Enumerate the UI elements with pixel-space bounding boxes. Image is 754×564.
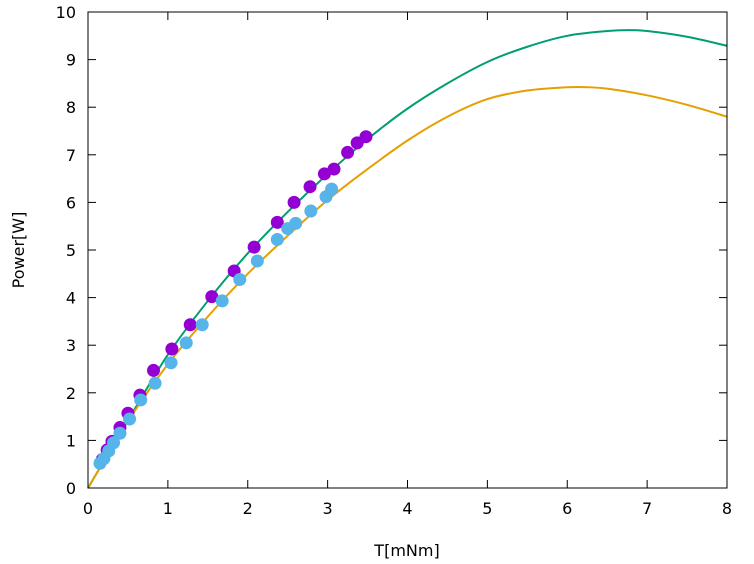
- data-point: [247, 240, 261, 254]
- data-point: [303, 180, 317, 194]
- y-tick-label: 9: [66, 51, 76, 70]
- x-tick-label: 2: [243, 499, 253, 518]
- data-point: [215, 294, 229, 308]
- plot-frame: [87, 11, 728, 489]
- y-tick-label: 0: [66, 479, 76, 498]
- data-point: [164, 356, 178, 370]
- y-tick-label: 1: [66, 431, 76, 450]
- ticks-layer: 0 1 2 3 4 5 6 7 8 0 1 2 3 4 5 6 7 8 9 10: [56, 3, 732, 518]
- data-point: [233, 273, 247, 287]
- data-point: [134, 393, 148, 407]
- data-point: [205, 290, 219, 304]
- data-point: [317, 167, 331, 181]
- data-point: [113, 426, 127, 440]
- data-point: [325, 182, 339, 196]
- series-layer: [87, 29, 728, 489]
- x-tick-label: 5: [482, 499, 492, 518]
- data-point: [304, 204, 318, 218]
- data-point: [359, 130, 373, 144]
- y-axis-label: Power[W]: [9, 212, 28, 289]
- data-point: [107, 436, 121, 450]
- data-point: [327, 162, 341, 176]
- x-tick-label: 0: [83, 499, 93, 518]
- data-point: [183, 318, 197, 332]
- data-point: [341, 145, 355, 159]
- data-point: [179, 336, 193, 350]
- x-axis-label: T[mNm]: [373, 541, 439, 560]
- data-point: [270, 233, 284, 247]
- data-point: [250, 254, 264, 268]
- data-point: [165, 342, 179, 356]
- y-tick-label: 7: [66, 146, 76, 165]
- y-tick-label: 8: [66, 98, 76, 117]
- y-tick-label: 10: [56, 3, 76, 22]
- x-tick-label: 4: [402, 499, 412, 518]
- y-tick-label: 4: [66, 289, 76, 308]
- data-point: [270, 215, 284, 229]
- x-tick-label: 8: [722, 499, 732, 518]
- series-line-3: [87, 85, 728, 489]
- data-point: [148, 376, 162, 390]
- y-tick-label: 3: [66, 336, 76, 355]
- data-point: [195, 318, 209, 332]
- data-point: [289, 216, 303, 230]
- y-tick-label: 5: [66, 241, 76, 260]
- series-line-2: [87, 29, 728, 489]
- x-tick-label: 6: [562, 499, 572, 518]
- y-tick-label: 2: [66, 384, 76, 403]
- y-tick-label: 6: [66, 193, 76, 212]
- x-tick-label: 7: [642, 499, 652, 518]
- x-tick-label: 1: [163, 499, 173, 518]
- x-tick-label: 3: [323, 499, 333, 518]
- data-point: [287, 195, 301, 209]
- data-point: [123, 412, 137, 426]
- data-point: [146, 363, 160, 377]
